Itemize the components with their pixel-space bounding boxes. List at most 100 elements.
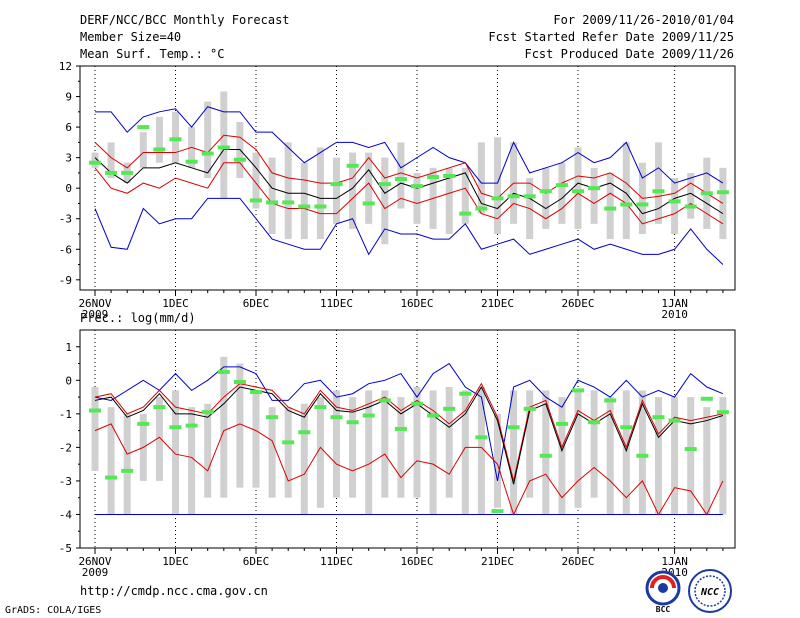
temperature-xtick-label: 16DEC	[400, 297, 433, 310]
precipitation-ytick-label: -2	[59, 441, 72, 454]
temperature-box	[461, 167, 469, 224]
temperature-box	[107, 142, 115, 178]
precipitation-mean-line	[94, 385, 724, 485]
precipitation-box	[445, 387, 453, 498]
precipitation-inner-upper-line	[94, 382, 724, 482]
precipitation-observed-marker	[105, 475, 118, 480]
temperature-observed-marker	[507, 194, 520, 199]
temperature-xtick-sublabel: 2010	[661, 308, 688, 321]
temperature-observed-marker	[684, 204, 697, 209]
temperature-xtick-label: 26NOV	[78, 297, 111, 310]
precipitation-box	[542, 390, 550, 515]
temperature-observed-marker	[153, 147, 166, 152]
precipitation-observed-marker	[378, 398, 391, 403]
chart-title: DERF/NCC/BCC Monthly Forecast	[80, 13, 290, 27]
precipitation-box	[316, 397, 324, 508]
temperature-xtick-label: 11DEC	[320, 297, 353, 310]
temperature-observed-marker	[105, 170, 118, 175]
temperature-observed-marker	[201, 151, 214, 156]
precipitation-observed-marker	[185, 423, 198, 428]
temperature-box	[542, 167, 550, 229]
precipitation-observed-marker	[411, 401, 423, 406]
precipitation-ytick-label: 1	[65, 341, 72, 354]
precipitation-box	[671, 397, 679, 515]
precipitation-box	[638, 390, 646, 515]
precipitation-observed-marker	[201, 410, 214, 415]
precipitation-observed-marker	[282, 440, 295, 445]
precipitation-box	[477, 387, 485, 515]
precipitation-xtick-label: 1JAN	[661, 555, 688, 568]
temperature-inner-upper-line	[94, 134, 724, 204]
temperature-box	[590, 167, 598, 224]
precipitation-box	[155, 397, 163, 481]
temperature-plot-frame	[79, 65, 736, 291]
temperature-observed-marker	[346, 163, 359, 168]
temperature-box	[671, 178, 679, 234]
temperature-observed-marker	[539, 189, 552, 194]
temperature-ytick-label: -3	[59, 213, 72, 226]
precipitation-box	[349, 397, 357, 498]
precipitation-observed-marker	[700, 396, 713, 401]
precipitation-observed-marker	[330, 415, 343, 420]
precipitation-box	[687, 397, 695, 515]
precipitation-xtick-label: 21DEC	[481, 555, 514, 568]
temperature-observed-marker	[475, 206, 488, 211]
temperature-box	[139, 132, 147, 168]
precipitation-box	[429, 390, 437, 515]
temperature-xtick-sublabel: 2009	[82, 308, 109, 321]
bcc-logo-text: BCC	[656, 605, 671, 614]
temperature-observed-marker	[700, 191, 713, 196]
temperature-observed-marker	[668, 199, 681, 204]
precipitation-box	[284, 407, 292, 498]
source-url[interactable]: http://cmdp.ncc.cma.gov.cn	[80, 584, 268, 598]
precipitation-observed-marker	[507, 425, 520, 430]
temperature-box	[606, 172, 614, 240]
precipitation-observed-marker	[443, 406, 456, 411]
temperature-observed-marker	[572, 189, 584, 194]
temperature-box	[655, 142, 662, 224]
precipitation-xtick-sublabel: 2009	[82, 566, 109, 579]
precipitation-box	[413, 387, 421, 498]
precipitation-box	[172, 390, 179, 515]
temperature-box	[381, 157, 389, 245]
temperature-box	[316, 147, 324, 240]
temperature-observed-marker	[362, 201, 375, 206]
precipitation-box	[719, 397, 727, 515]
temperature-observed-marker	[298, 204, 311, 209]
precipitation-box	[606, 397, 614, 515]
precipitation-observed-marker	[539, 453, 552, 458]
precipitation-outer-upper-line	[94, 362, 724, 482]
precipitation-xtick-label: 6DEC	[243, 555, 270, 568]
temperature-observed-marker	[330, 182, 343, 187]
temperature-observed-marker	[620, 202, 633, 207]
precipitation-observed-marker	[668, 418, 681, 423]
temperature-observed-marker	[443, 173, 456, 178]
precipitation-box	[220, 356, 228, 498]
temperature-observed-marker	[394, 177, 407, 182]
precipitation-box	[622, 390, 630, 515]
temperature-observed-marker	[491, 196, 504, 201]
temperature-observed-marker	[314, 204, 327, 209]
temperature-outer-upper-line	[95, 106, 724, 184]
temperature-box	[220, 91, 228, 199]
temperature-ytick-label: 0	[65, 182, 72, 195]
precipitation-observed-marker	[636, 453, 649, 458]
temperature-box	[252, 152, 260, 209]
temperature-observed-marker	[217, 145, 230, 150]
precipitation-observed-marker	[250, 390, 262, 395]
precipitation-observed-marker	[572, 388, 584, 393]
temperature-observed-marker	[185, 159, 198, 164]
precipitation-box	[461, 390, 469, 515]
precipitation-observed-marker	[394, 426, 407, 431]
produced-date: Fcst Produced Date 2009/11/26	[524, 47, 734, 61]
ncc-logo-text: NCC	[700, 587, 719, 598]
temperature-outer-lower-line	[94, 197, 724, 265]
temperature-observed-marker	[427, 174, 440, 179]
temperature-observed-marker	[588, 186, 601, 191]
precipitation-xtick-label: 26NOV	[78, 555, 111, 568]
temperature-box	[333, 157, 340, 224]
precipitation-box	[510, 390, 518, 515]
temperature-ytick-label: -9	[59, 274, 72, 287]
temperature-box	[365, 152, 373, 224]
